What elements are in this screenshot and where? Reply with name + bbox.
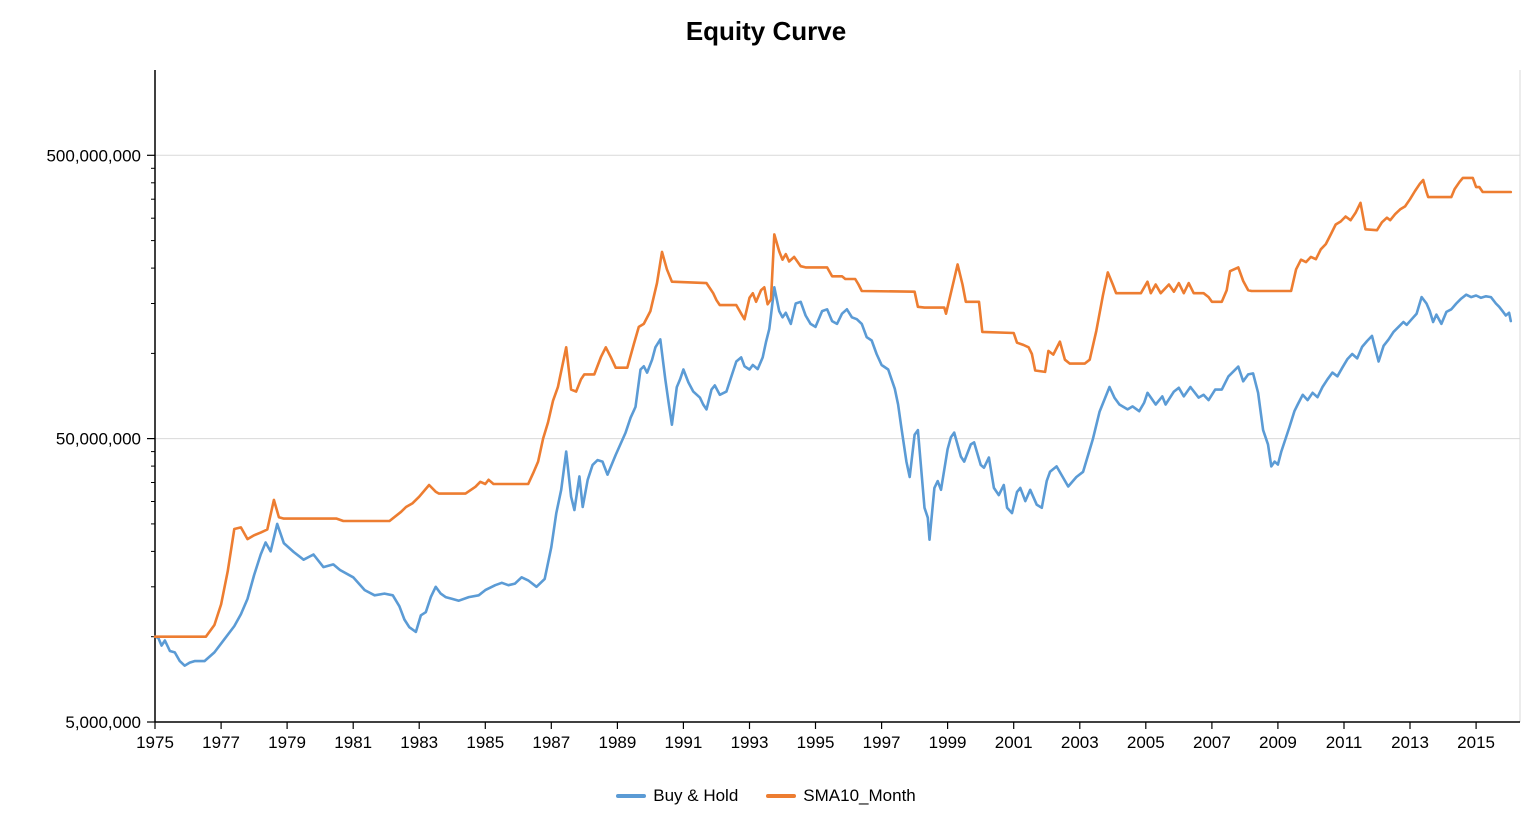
legend: Buy & Hold SMA10_Month <box>0 786 1532 806</box>
chart-title: Equity Curve <box>685 16 847 46</box>
axes <box>154 70 1520 723</box>
x-tick-label: 1995 <box>797 733 835 752</box>
x-tick-label: 2009 <box>1259 733 1297 752</box>
legend-label-sma10-month: SMA10_Month <box>803 786 916 805</box>
gridlines <box>155 70 1521 722</box>
x-axis-tick-labels: 1975 1977 1979 1981 1983 1985 1987 1989 1991 1993… <box>136 733 1495 752</box>
x-tick-label: 1993 <box>731 733 769 752</box>
x-tick-label: 1977 <box>202 733 240 752</box>
buy-hold-line <box>153 285 1513 668</box>
x-tick-label: 2003 <box>1061 733 1099 752</box>
x-tick-label: 1985 <box>466 733 504 752</box>
x-tick-label: 2015 <box>1457 733 1495 752</box>
y-tick-label: 50,000,000 <box>56 430 141 449</box>
series-lines <box>153 176 1513 668</box>
x-tick-label: 2005 <box>1127 733 1165 752</box>
legend-item-sma10-month: SMA10_Month <box>766 786 916 806</box>
y-tick-label: 500,000,000 <box>46 146 141 165</box>
x-tick-label: 1989 <box>598 733 636 752</box>
x-tick-label: 1997 <box>863 733 901 752</box>
x-tick-label: 1975 <box>136 733 174 752</box>
x-tick-label: 2001 <box>995 733 1033 752</box>
x-tick-label: 1987 <box>532 733 570 752</box>
y-tick-label: 5,000,000 <box>65 713 141 732</box>
buy-and-hold-line-swatch <box>616 794 647 798</box>
x-tick-label: 1979 <box>268 733 306 752</box>
x-tick-label: 1991 <box>664 733 702 752</box>
x-tick-label: 1983 <box>400 733 438 752</box>
legend-label-buy-and-hold: Buy & Hold <box>653 786 739 805</box>
x-tick-label: 1999 <box>929 733 967 752</box>
axis-major-ticks <box>147 154 1477 729</box>
y-axis-tick-labels: 5,000,000 50,000,000 500,000,000 <box>46 146 141 732</box>
legend-item-buy-and-hold: Buy & Hold <box>616 786 738 806</box>
sma10-month-line <box>153 176 1513 639</box>
x-tick-label: 2011 <box>1326 733 1363 752</box>
x-tick-label: 2013 <box>1391 733 1429 752</box>
x-tick-label: 2007 <box>1193 733 1231 752</box>
x-tick-label: 1981 <box>334 733 372 752</box>
sma10-month-line-swatch <box>766 794 797 798</box>
